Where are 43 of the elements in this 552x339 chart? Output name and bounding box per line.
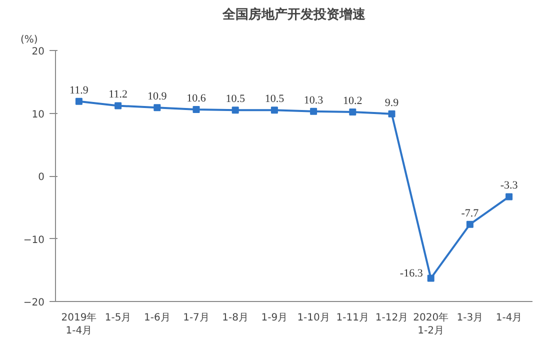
- point: [427, 274, 434, 282]
- data-label: 11.9: [70, 84, 89, 96]
- x-tick-label: 2020年 1-2月: [413, 312, 449, 337]
- data-label: 10.5: [264, 93, 285, 106]
- x-tick-label: 1-10月: [297, 312, 330, 324]
- x-tick-label: 1-7月: [183, 312, 210, 324]
- data-label: 11.2: [108, 88, 128, 101]
- point: [75, 98, 82, 105]
- y-tick-label: 0: [38, 172, 45, 183]
- point: [349, 108, 356, 116]
- y-axis-title: (%): [20, 34, 38, 46]
- x-tick-label: 2019年 1-4月: [61, 312, 97, 337]
- point: [154, 104, 161, 112]
- data-label: 10.6: [186, 92, 206, 104]
- data-label: 10.5: [226, 93, 246, 106]
- point: [506, 193, 513, 200]
- y-tick-label: −10: [23, 234, 45, 246]
- point: [114, 102, 122, 110]
- x-tick-label: 1-8月: [222, 312, 249, 324]
- data-label: 10.9: [148, 90, 168, 103]
- y-tick-label: 10: [32, 109, 45, 120]
- y-tick-label: 20: [32, 46, 45, 58]
- point: [388, 110, 396, 118]
- x-tick-label: 1-4月: [496, 312, 522, 324]
- data-label: -7.7: [461, 207, 480, 220]
- point: [466, 220, 474, 228]
- data-label: -3.3: [500, 180, 518, 192]
- x-tick-label: 1-11月: [336, 312, 370, 324]
- point: [232, 106, 239, 114]
- x-tick-label: 1-3月: [456, 312, 484, 324]
- point: [270, 106, 278, 114]
- point: [310, 108, 318, 115]
- data-label: 9.9: [384, 96, 400, 109]
- data-label: 10.2: [343, 94, 362, 107]
- point: [192, 106, 200, 113]
- data-label: -16.3: [400, 267, 424, 280]
- x-tick-label: 1-6月: [144, 312, 170, 324]
- data-label: 10.3: [304, 94, 324, 106]
- chart-title: 全国房地产开发投资增速: [222, 6, 366, 22]
- x-tick-label: 1-12月: [375, 312, 408, 324]
- x-tick-label: 1-9月: [261, 312, 288, 324]
- y-tick-label: −20: [23, 298, 45, 308]
- x-tick-label: 1-5月: [104, 312, 132, 324]
